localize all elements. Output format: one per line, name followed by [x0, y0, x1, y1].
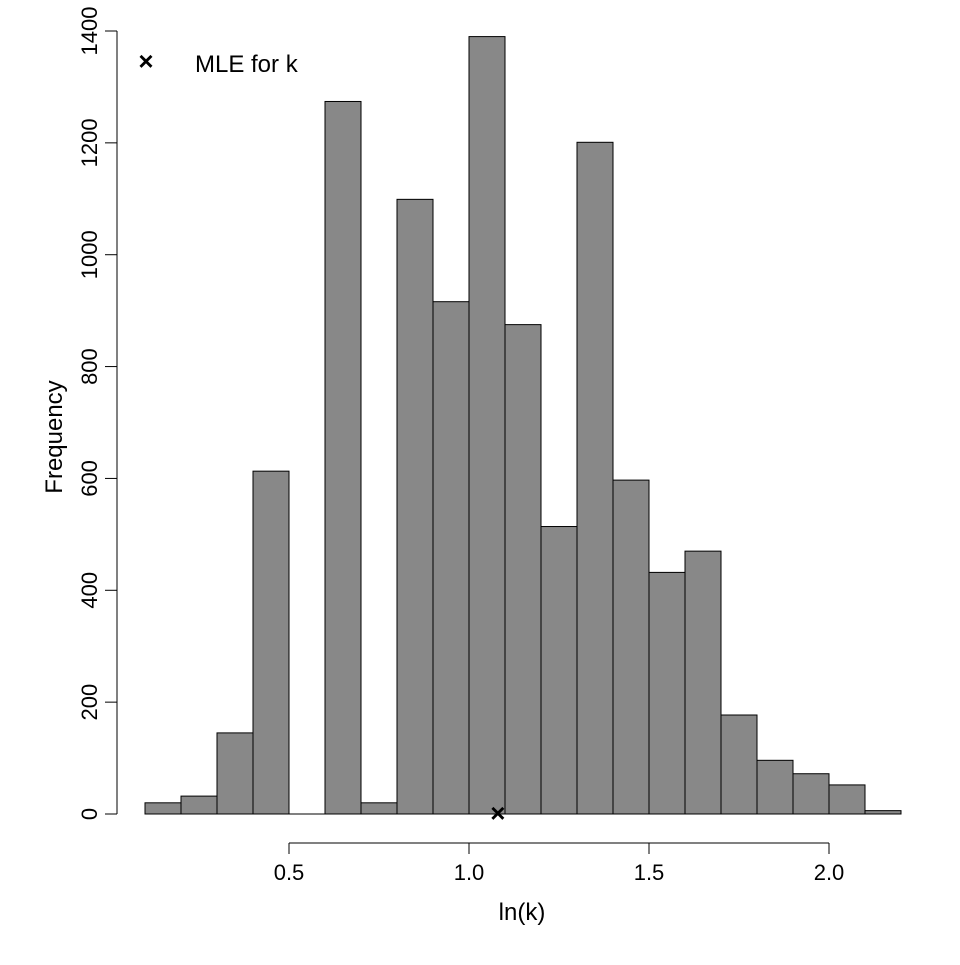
- y-tick-label: 1000: [77, 230, 102, 279]
- x-tick-label: 2.0: [814, 860, 845, 885]
- histogram-bar: [396, 198, 434, 815]
- y-tick-label: 0: [77, 808, 102, 820]
- mle-marker: ×: [490, 798, 505, 828]
- histogram-bar: [252, 470, 290, 815]
- y-tick-label: 800: [77, 348, 102, 385]
- x-axis-label: ln(k): [499, 899, 546, 926]
- y-tick-label: 600: [77, 460, 102, 497]
- histogram-bar: [432, 301, 470, 815]
- legend: × MLE for k: [138, 46, 298, 78]
- bars-group: [144, 36, 902, 815]
- x-tick-label: 1.0: [454, 860, 485, 885]
- histogram-bar: [684, 550, 722, 815]
- histogram-bar: [576, 141, 614, 815]
- histogram-bar: [540, 526, 578, 815]
- histogram-bar: [612, 479, 650, 815]
- histogram-bar: [720, 714, 758, 815]
- histogram-bar: [504, 324, 542, 815]
- histogram-bar: [216, 732, 254, 815]
- legend-label: MLE for k: [195, 51, 299, 78]
- histogram-bar: [756, 759, 794, 815]
- y-tick-label: 200: [77, 684, 102, 721]
- histogram-bar: [864, 810, 902, 815]
- histogram-bar: [792, 773, 830, 815]
- marker-layer: ×: [490, 798, 505, 828]
- histogram-bar: [324, 100, 362, 815]
- legend-marker-symbol: ×: [138, 46, 153, 76]
- histogram-bar: [468, 36, 506, 815]
- histogram-bar: [828, 784, 866, 815]
- histogram-bar: [144, 802, 182, 815]
- y-tick-label: 1400: [77, 7, 102, 56]
- y-axis-label: Frequency: [41, 380, 68, 493]
- x-tick-label: 1.5: [634, 860, 665, 885]
- x-axis: 0.5 1.0 1.5 2.0: [274, 842, 845, 885]
- histogram-bar: [648, 571, 686, 815]
- x-tick-label: 0.5: [274, 860, 305, 885]
- y-tick-label: 1200: [77, 118, 102, 167]
- y-axis: 0 200 400 600 800 1000 1200 1400: [77, 7, 118, 820]
- histogram-bar: [360, 802, 398, 815]
- y-tick-label: 400: [77, 572, 102, 609]
- histogram-bar: [180, 795, 218, 815]
